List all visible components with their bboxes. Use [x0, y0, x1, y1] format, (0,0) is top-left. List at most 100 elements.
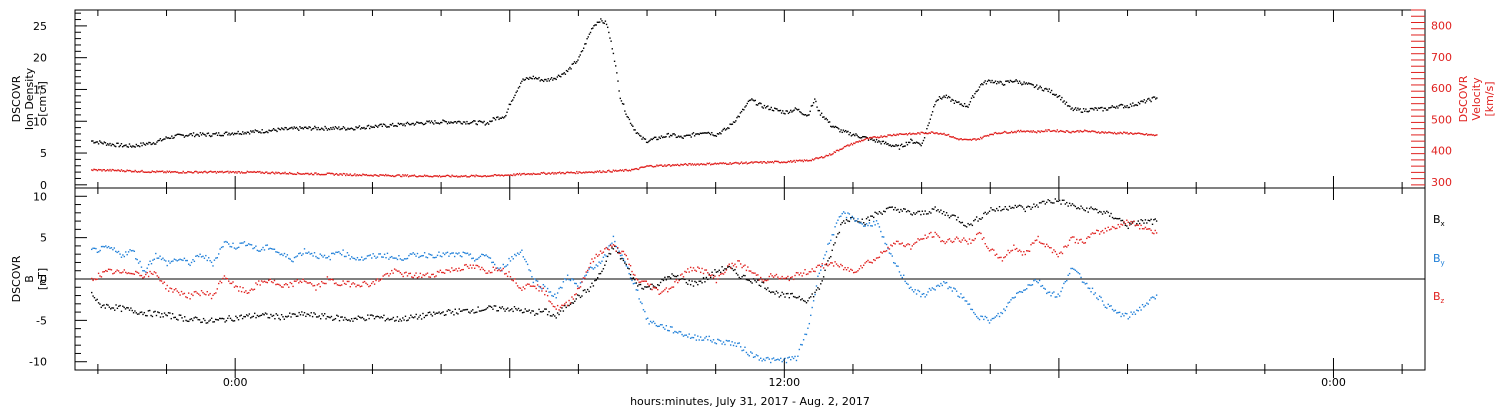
data-point [183, 257, 186, 260]
data-point [491, 261, 493, 264]
data-point [845, 269, 848, 271]
data-point [345, 318, 347, 321]
data-point [761, 360, 763, 362]
data-point [333, 128, 335, 130]
data-point [128, 309, 131, 311]
data-point [276, 251, 279, 253]
data-point [925, 294, 928, 296]
data-point [303, 248, 306, 250]
data-point [808, 114, 810, 116]
data-point [958, 221, 961, 223]
data-point [595, 253, 597, 256]
data-point [985, 83, 988, 85]
data-point [381, 278, 383, 280]
data-point [270, 313, 272, 316]
data-point [206, 322, 209, 324]
data-point [1052, 93, 1054, 96]
data-point [524, 288, 526, 290]
data-point [1030, 284, 1032, 287]
data-point [953, 102, 956, 104]
data-point [1063, 131, 1065, 133]
data-point [704, 281, 706, 283]
data-point [1021, 291, 1024, 293]
data-point [790, 276, 792, 279]
data-point [501, 306, 504, 308]
data-point [943, 95, 945, 97]
data-point [1088, 236, 1091, 238]
data-point [895, 209, 898, 211]
data-point [835, 263, 838, 265]
data-point [219, 134, 221, 137]
data-point [223, 132, 226, 135]
data-point [403, 272, 406, 274]
data-point [101, 142, 103, 144]
data-point [844, 129, 847, 132]
data-point [421, 276, 423, 279]
data-point [387, 174, 389, 176]
data-point [357, 315, 360, 317]
data-point [596, 170, 599, 172]
data-point [362, 259, 364, 261]
data-point [198, 171, 200, 173]
data-point [225, 240, 227, 243]
data-point [190, 171, 192, 173]
data-point [685, 163, 688, 166]
data-point [875, 220, 878, 222]
data-point [1000, 256, 1002, 259]
data-point [468, 254, 470, 256]
data-point [1096, 109, 1099, 111]
data-point [218, 132, 220, 134]
data-point [911, 214, 913, 216]
data-point [968, 138, 970, 141]
data-point [361, 174, 363, 177]
data-point [1094, 107, 1096, 109]
data-point [302, 278, 304, 281]
data-point [771, 160, 774, 163]
data-point [283, 172, 285, 175]
data-point [185, 296, 187, 298]
field-legend: Bx By Bz [1433, 213, 1445, 305]
data-point [949, 135, 951, 138]
data-point [282, 316, 284, 318]
data-point [414, 123, 417, 125]
data-point [382, 123, 385, 125]
data-point [463, 175, 466, 177]
data-point [112, 272, 114, 275]
data-point [963, 224, 965, 227]
data-point [744, 162, 746, 164]
data-point [809, 159, 811, 162]
data-point [843, 130, 846, 133]
data-point [1150, 100, 1152, 103]
data-point [122, 254, 124, 256]
data-point [1072, 130, 1075, 133]
data-point [326, 276, 329, 278]
data-point [160, 280, 163, 282]
data-point [496, 269, 499, 272]
data-point [298, 129, 300, 131]
data-point [493, 117, 496, 120]
data-point [229, 317, 232, 320]
data-point [1054, 94, 1056, 96]
data-point [154, 310, 156, 313]
data-point [278, 317, 280, 320]
data-point [502, 267, 504, 270]
data-point [885, 243, 888, 246]
data-point [266, 313, 268, 315]
data-point [1040, 285, 1042, 288]
field-tick-label: 0 [40, 273, 47, 286]
data-point [359, 128, 362, 130]
data-point [258, 315, 260, 318]
data-point [961, 139, 964, 141]
data-point [328, 278, 330, 281]
data-point [820, 283, 822, 285]
data-point [664, 136, 666, 138]
data-point [516, 285, 519, 287]
field-axis-label: DSCOVR B [nT] [10, 255, 49, 302]
data-point [152, 142, 155, 144]
data-point [556, 76, 559, 78]
data-point [975, 216, 978, 218]
data-point [439, 176, 442, 178]
data-point [252, 289, 254, 291]
density-tick-label: 5 [40, 147, 47, 160]
data-point [105, 245, 107, 247]
